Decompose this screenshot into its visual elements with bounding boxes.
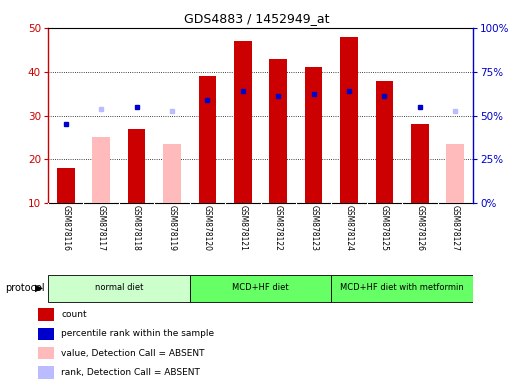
Bar [446,144,464,203]
Text: GSM878124: GSM878124 [345,205,353,251]
Text: GSM878122: GSM878122 [274,205,283,251]
Text: GSM878123: GSM878123 [309,205,318,251]
Bar [305,67,323,203]
Bar [163,144,181,203]
Bar [38,308,54,321]
Text: rank, Detection Call = ABSENT: rank, Detection Call = ABSENT [62,368,201,377]
Bar [38,366,54,379]
Text: GSM878125: GSM878125 [380,205,389,251]
Text: percentile rank within the sample: percentile rank within the sample [62,329,214,338]
Bar [340,37,358,203]
Bar [376,81,393,203]
Bar [92,137,110,203]
Bar [57,168,74,203]
Bar [38,328,54,340]
Text: protocol: protocol [5,283,45,293]
Bar [331,275,473,301]
Text: GSM878126: GSM878126 [416,205,424,251]
Bar [190,275,331,301]
Text: GSM878120: GSM878120 [203,205,212,251]
Bar [269,59,287,203]
Text: count: count [62,310,87,319]
Bar [411,124,429,203]
Text: GSM878117: GSM878117 [96,205,106,251]
Text: MCD+HF diet with metformin: MCD+HF diet with metformin [340,283,464,292]
Text: normal diet: normal diet [94,283,143,292]
Bar [128,129,145,203]
Text: ▶: ▶ [35,283,43,293]
Text: GSM878127: GSM878127 [451,205,460,251]
Text: GSM878116: GSM878116 [61,205,70,251]
Text: GDS4883 / 1452949_at: GDS4883 / 1452949_at [184,12,329,25]
Text: GSM878119: GSM878119 [167,205,176,251]
Bar [48,275,190,301]
Text: GSM878121: GSM878121 [239,205,247,251]
Text: GSM878118: GSM878118 [132,205,141,251]
Text: value, Detection Call = ABSENT: value, Detection Call = ABSENT [62,349,205,358]
Bar [234,41,252,203]
Bar [199,76,216,203]
Bar [38,347,54,359]
Text: MCD+HF diet: MCD+HF diet [232,283,289,292]
